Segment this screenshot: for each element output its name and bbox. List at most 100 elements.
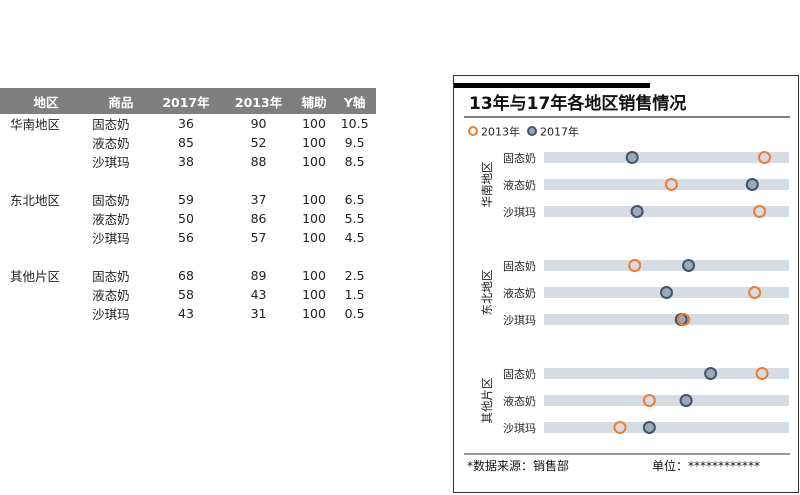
region-cell bbox=[0, 228, 92, 247]
aux-cell: 100 bbox=[302, 211, 326, 226]
region-cell bbox=[0, 133, 92, 152]
header-region: 地区 bbox=[0, 88, 93, 114]
y-axis-cell: 0.5 bbox=[344, 306, 365, 321]
product-cell: 沙琪玛 bbox=[92, 155, 130, 170]
aux-cell: 100 bbox=[302, 154, 326, 169]
aux-cell: 100 bbox=[302, 192, 326, 207]
y-axis-cell: 10.5 bbox=[340, 116, 369, 131]
value-2013-cell: 90 bbox=[250, 116, 267, 131]
point-2013 bbox=[613, 421, 627, 434]
point-2013 bbox=[755, 367, 769, 380]
table-row: 液态奶 85 52 100 9.5 bbox=[0, 133, 376, 152]
point-2017 bbox=[745, 178, 759, 191]
value-2017-cell: 56 bbox=[178, 230, 194, 245]
legend-label-2017: 2017年 bbox=[540, 125, 579, 139]
table-header-row: 地区 商品 2017年 2013年 辅助 Y轴 bbox=[0, 88, 376, 114]
value-2013-cell: 86 bbox=[250, 211, 267, 226]
legend-label-2013: 2013年 bbox=[481, 125, 520, 139]
point-2013 bbox=[628, 259, 642, 272]
aux-cell: 100 bbox=[302, 268, 326, 283]
category-label: 沙琪玛 bbox=[503, 314, 536, 327]
aux-cell: 100 bbox=[302, 116, 326, 131]
table-spacer-row bbox=[0, 247, 376, 266]
track-bar bbox=[544, 422, 789, 433]
aux-cell: 100 bbox=[302, 230, 326, 245]
value-2013-cell: 89 bbox=[250, 268, 267, 283]
point-2017 bbox=[642, 421, 656, 434]
product-cell: 液态奶 bbox=[92, 288, 130, 303]
category-label: 固态奶 bbox=[503, 151, 536, 165]
point-2013 bbox=[748, 286, 762, 299]
header-aux: 辅助 bbox=[294, 88, 334, 114]
point-2017 bbox=[679, 394, 693, 407]
track-bar bbox=[544, 206, 789, 217]
legend-marker-2013 bbox=[468, 126, 478, 136]
region-cell: 其他片区 bbox=[10, 269, 61, 284]
region-cell bbox=[0, 209, 92, 228]
region-cell: 华南地区 bbox=[10, 117, 61, 132]
product-cell: 沙琪玛 bbox=[92, 307, 130, 322]
value-2017-cell: 58 bbox=[178, 287, 194, 302]
product-cell: 固态奶 bbox=[92, 193, 130, 208]
track-bar bbox=[544, 314, 789, 325]
value-2017-cell: 43 bbox=[178, 306, 194, 321]
legend: 2013年 2017年 bbox=[468, 125, 579, 139]
region-cell bbox=[0, 152, 92, 171]
track-bar bbox=[544, 152, 789, 163]
group-label: 东北地区 bbox=[480, 270, 494, 316]
point-2017 bbox=[660, 286, 673, 299]
value-2017-cell: 68 bbox=[178, 268, 194, 283]
data-table: 地区 商品 2017年 2013年 辅助 Y轴 华南地区固态奶 36 90 100 10… bbox=[0, 88, 376, 323]
category-label: 固态奶 bbox=[503, 367, 536, 381]
header-2017: 2017年 bbox=[149, 88, 223, 114]
product-cell: 液态奶 bbox=[92, 212, 130, 227]
chart-svg: 13年与17年各地区销售情况 2013年 2017年 固态奶液态奶沙琪玛固态奶液… bbox=[454, 83, 790, 473]
category-label: 固态奶 bbox=[503, 259, 536, 273]
value-2017-cell: 36 bbox=[178, 116, 194, 131]
header-product: 商品 bbox=[92, 88, 150, 114]
table-row: 其他片区 固态奶 68 89 100 2.5 bbox=[0, 266, 376, 285]
point-2017 bbox=[630, 205, 644, 218]
category-label: 液态奶 bbox=[503, 394, 536, 408]
aux-cell: 100 bbox=[302, 306, 326, 321]
footer-source: *数据来源：销售部 bbox=[467, 458, 569, 473]
y-axis-cell: 8.5 bbox=[344, 154, 365, 169]
category-label: 沙琪玛 bbox=[503, 206, 536, 219]
table-row: 液态奶 50 86 100 5.5 bbox=[0, 209, 376, 228]
value-2013-cell: 43 bbox=[250, 287, 267, 302]
track-bar bbox=[544, 395, 789, 406]
header-y-axis: Y轴 bbox=[333, 88, 376, 114]
y-axis-cell: 1.5 bbox=[344, 287, 365, 302]
table-row: 沙琪玛 56 57 100 4.5 bbox=[0, 228, 376, 247]
region-cell bbox=[0, 285, 92, 304]
table-row: 华南地区 固态奶 36 90 100 10.5 bbox=[0, 114, 376, 133]
header-2013: 2013年 bbox=[222, 88, 295, 114]
title-accent-bar bbox=[454, 83, 650, 88]
point-2017 bbox=[625, 151, 639, 164]
value-2013-cell: 37 bbox=[250, 192, 267, 207]
table-row: 沙琪玛 43 31 100 0.5 bbox=[0, 304, 376, 323]
y-axis-cell: 4.5 bbox=[344, 230, 365, 245]
track-bar bbox=[544, 368, 789, 379]
y-axis-cell: 6.5 bbox=[344, 192, 365, 207]
region-cell: 东北地区 bbox=[10, 193, 61, 208]
value-2017-cell: 59 bbox=[178, 192, 194, 207]
category-label: 液态奶 bbox=[503, 178, 536, 192]
value-2017-cell: 38 bbox=[178, 154, 194, 169]
y-axis-cell: 2.5 bbox=[344, 268, 365, 283]
product-cell: 液态奶 bbox=[92, 136, 130, 151]
track-bar bbox=[544, 260, 789, 271]
group-label: 其他片区 bbox=[480, 378, 494, 424]
point-2013 bbox=[664, 178, 678, 191]
point-2013 bbox=[758, 151, 771, 164]
legend-marker-2017 bbox=[527, 126, 537, 136]
table-row: 东北地区 固态奶 59 37 100 6.5 bbox=[0, 190, 376, 209]
table-row: 液态奶 58 43 100 1.5 bbox=[0, 285, 376, 304]
group-label: 华南地区 bbox=[480, 162, 494, 208]
value-2013-cell: 31 bbox=[250, 306, 267, 321]
value-2017-cell: 50 bbox=[178, 211, 194, 226]
product-cell: 固态奶 bbox=[92, 269, 130, 284]
point-2017 bbox=[682, 259, 696, 272]
table-spacer-row bbox=[0, 171, 376, 190]
